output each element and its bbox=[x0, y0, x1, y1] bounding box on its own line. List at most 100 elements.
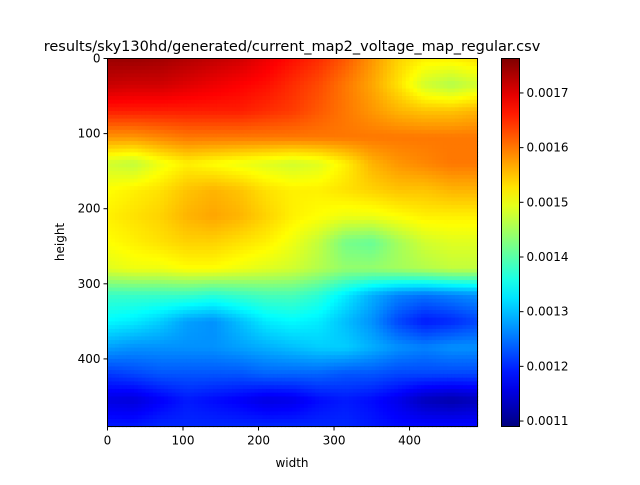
heatmap-cell bbox=[300, 159, 305, 165]
heatmap-cell bbox=[194, 178, 199, 184]
heatmap-cell bbox=[375, 141, 380, 146]
heatmap-cell bbox=[118, 62, 124, 67]
heatmap-cell bbox=[420, 129, 426, 135]
heatmap-cell bbox=[171, 84, 177, 90]
heatmap-cell bbox=[228, 126, 233, 131]
heatmap-cell bbox=[156, 73, 161, 78]
heatmap-cell bbox=[107, 159, 112, 165]
heatmap-cell bbox=[262, 62, 267, 67]
heatmap-cell bbox=[277, 103, 282, 108]
heatmap-cell bbox=[160, 182, 165, 187]
heatmap-cell bbox=[360, 223, 365, 229]
heatmap-cell bbox=[156, 212, 161, 217]
heatmap-cell bbox=[122, 246, 127, 251]
heatmap-cell bbox=[394, 197, 399, 202]
heatmap-cell bbox=[118, 212, 124, 217]
heatmap-cell bbox=[356, 84, 362, 90]
heatmap-cell bbox=[205, 58, 211, 63]
heatmap-cell bbox=[368, 159, 373, 165]
heatmap-cell bbox=[183, 58, 188, 63]
heatmap-cell bbox=[156, 234, 161, 240]
heatmap-cell bbox=[209, 227, 214, 232]
heatmap-cell bbox=[149, 223, 154, 229]
heatmap-cell bbox=[330, 193, 335, 199]
heatmap-cell bbox=[473, 69, 479, 75]
heatmap-cell bbox=[307, 92, 312, 97]
heatmap-cell bbox=[152, 122, 158, 127]
heatmap-cell bbox=[118, 197, 124, 202]
heatmap-cell bbox=[360, 129, 365, 135]
heatmap-cell bbox=[111, 193, 116, 199]
heatmap-cell bbox=[130, 197, 135, 202]
heatmap-cell bbox=[394, 126, 399, 131]
heatmap-cell bbox=[183, 62, 188, 67]
heatmap-cell bbox=[409, 152, 414, 157]
heatmap-cell bbox=[118, 219, 124, 225]
heatmap-cell bbox=[130, 152, 135, 157]
heatmap-cell bbox=[164, 126, 169, 131]
heatmap-cell bbox=[443, 58, 448, 63]
heatmap-cell bbox=[439, 159, 445, 165]
heatmap-cell bbox=[122, 126, 127, 131]
heatmap-cell bbox=[190, 178, 195, 184]
heatmap-cell bbox=[296, 212, 301, 217]
heatmap-cell bbox=[296, 77, 301, 82]
heatmap-cell bbox=[183, 216, 188, 221]
heatmap-cell bbox=[292, 92, 297, 97]
heatmap-cell bbox=[288, 58, 294, 63]
heatmap-cell bbox=[394, 212, 399, 217]
heatmap-cell bbox=[439, 242, 445, 247]
heatmap-cell bbox=[269, 178, 275, 184]
heatmap-cell bbox=[330, 182, 335, 187]
heatmap-cell bbox=[107, 178, 112, 184]
heatmap-cell bbox=[232, 156, 237, 161]
heatmap-cell bbox=[164, 144, 169, 150]
heatmap-cell bbox=[216, 156, 222, 161]
heatmap-cell bbox=[266, 216, 271, 221]
heatmap-cell bbox=[273, 246, 278, 251]
heatmap-cell bbox=[292, 242, 297, 247]
heatmap-cell bbox=[401, 197, 407, 202]
heatmap-cell bbox=[337, 118, 343, 123]
heatmap-cell bbox=[126, 103, 131, 108]
heatmap-cell bbox=[454, 103, 460, 108]
heatmap-cell bbox=[424, 77, 430, 82]
heatmap-cell bbox=[447, 114, 452, 120]
heatmap-cell bbox=[451, 99, 456, 105]
heatmap-cell bbox=[413, 242, 418, 247]
heatmap-cell bbox=[167, 186, 173, 191]
heatmap-cell bbox=[405, 84, 411, 90]
heatmap-cell bbox=[107, 242, 112, 247]
heatmap-cell bbox=[266, 223, 271, 229]
heatmap-cell bbox=[473, 223, 479, 229]
heatmap-cell bbox=[145, 84, 150, 90]
heatmap-cell bbox=[375, 133, 380, 138]
heatmap-cell bbox=[281, 174, 286, 180]
heatmap-cell bbox=[269, 114, 275, 120]
heatmap-cell bbox=[216, 144, 222, 150]
heatmap-cell bbox=[277, 122, 282, 127]
heatmap-cell bbox=[364, 144, 369, 150]
heatmap-cell bbox=[432, 167, 437, 172]
heatmap-cell bbox=[115, 73, 120, 78]
heatmap-cell bbox=[156, 114, 161, 120]
heatmap-cell bbox=[352, 77, 358, 82]
heatmap-cell bbox=[469, 81, 475, 86]
heatmap-cell bbox=[296, 178, 301, 184]
heatmap-cell bbox=[356, 174, 362, 180]
heatmap-cell bbox=[386, 69, 392, 75]
heatmap-cell bbox=[179, 107, 184, 112]
heatmap-cell bbox=[428, 58, 433, 63]
heatmap-cell bbox=[130, 84, 135, 90]
heatmap-cell bbox=[149, 118, 154, 123]
heatmap-cell bbox=[405, 152, 411, 157]
heatmap-cell bbox=[198, 208, 203, 214]
heatmap-cell bbox=[281, 129, 286, 135]
heatmap-cell bbox=[186, 58, 192, 63]
heatmap-cell bbox=[318, 163, 324, 168]
heatmap-cell bbox=[235, 77, 241, 82]
heatmap-cell bbox=[390, 208, 396, 214]
heatmap-cell bbox=[145, 73, 150, 78]
heatmap-cell bbox=[337, 129, 343, 135]
heatmap-cell bbox=[473, 126, 479, 131]
